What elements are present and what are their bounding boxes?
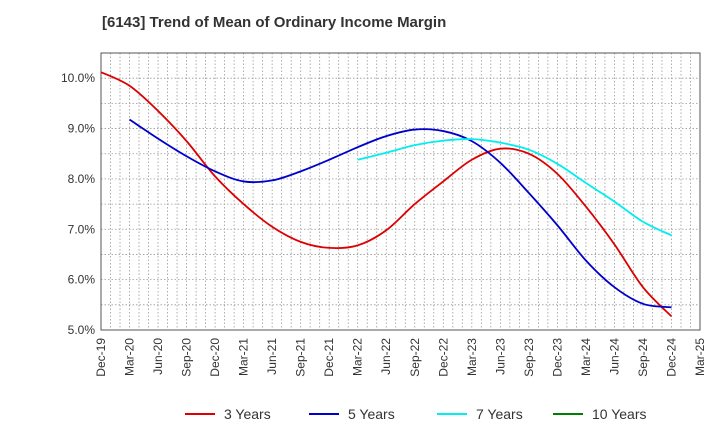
x-tick-label: Mar-20 <box>123 338 137 376</box>
x-tick-label: Jun-20 <box>151 338 165 375</box>
x-tick-label: Dec-20 <box>208 338 222 377</box>
y-tick-label: 7.0% <box>68 222 96 236</box>
x-tick-label: Mar-23 <box>465 338 479 376</box>
chart-title: [6143] Trend of Mean of Ordinary Income … <box>102 14 447 31</box>
legend-label: 3 Years <box>224 406 271 422</box>
x-tick-label: Mar-25 <box>693 338 707 376</box>
x-tick-label: Dec-21 <box>322 338 336 377</box>
y-tick-label: 10.0% <box>61 71 95 85</box>
series-line-1 <box>100 71 673 318</box>
plot-area <box>101 53 700 330</box>
x-tick-label: Jun-24 <box>607 338 621 375</box>
x-tick-label: Dec-24 <box>664 338 678 377</box>
x-tick-label: Jun-23 <box>493 338 507 375</box>
x-tick-label: Sep-21 <box>294 338 308 377</box>
x-tick-label: Mar-24 <box>579 338 593 376</box>
x-tick-label: Sep-20 <box>180 338 194 377</box>
y-tick-label: 6.0% <box>68 273 96 287</box>
legend-label: 5 Years <box>348 406 395 422</box>
plot-frame <box>100 52 701 331</box>
x-tick-label: Jun-22 <box>379 338 393 375</box>
x-tick-label: Sep-22 <box>408 338 422 377</box>
y-tick-label: 8.0% <box>68 172 96 186</box>
x-tick-label: Sep-24 <box>636 338 650 377</box>
x-tick-label: Dec-23 <box>550 338 564 377</box>
x-tick-label: Jun-21 <box>265 338 279 375</box>
series-line-2 <box>129 118 672 309</box>
x-tick-label: Dec-19 <box>94 338 108 377</box>
y-tick-label: 5.0% <box>68 323 96 337</box>
legend-label: 10 Years <box>592 406 647 422</box>
x-tick-label: Mar-21 <box>237 338 251 376</box>
x-tick-label: Sep-23 <box>522 338 536 377</box>
x-tick-label: Dec-22 <box>436 338 450 377</box>
x-tick-label: Mar-22 <box>351 338 365 376</box>
y-tick-label: 9.0% <box>68 122 96 136</box>
legend-label: 7 Years <box>476 406 523 422</box>
series-line-3 <box>357 138 672 237</box>
